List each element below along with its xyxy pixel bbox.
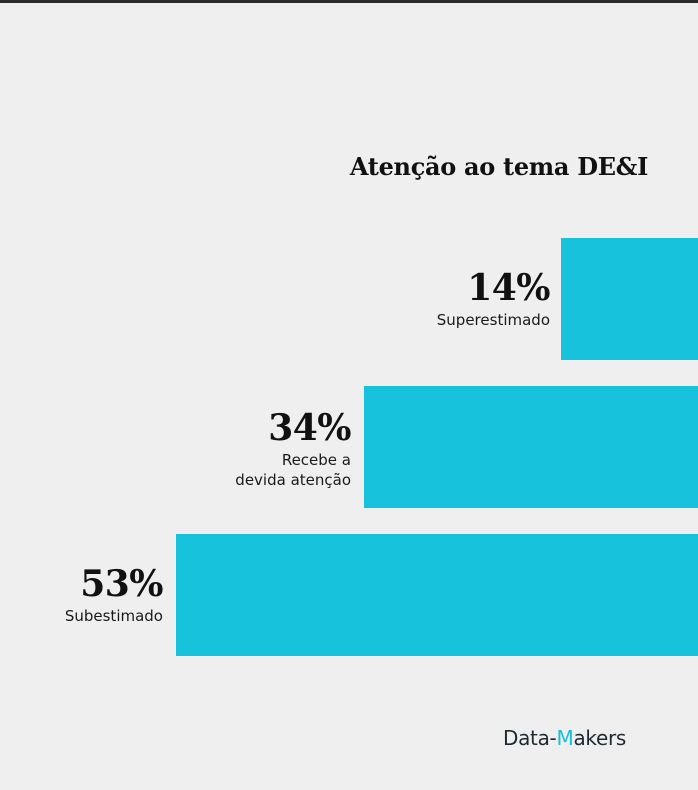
percent-value: 34% xyxy=(268,407,351,449)
bar-superestimado xyxy=(561,238,698,360)
category-label: Subestimado xyxy=(64,607,163,625)
bar-label-superestimado: 14% Superestimado xyxy=(436,267,551,330)
logo-text-part2: akers xyxy=(573,726,627,750)
category-label: Superestimado xyxy=(436,311,550,329)
bar-label-devida-atencao: 34% Recebe a devida atenção xyxy=(235,408,351,490)
logo-accent-letter: M xyxy=(556,726,574,750)
logo-text-part1: Data- xyxy=(503,726,557,750)
chart-title: Atenção ao tema DE&I xyxy=(349,152,648,181)
bar-label-subestimado: 53% Subestimado xyxy=(64,563,164,626)
percent-value: 53% xyxy=(80,563,163,605)
category-label: Recebe a devida atenção xyxy=(235,451,351,489)
data-makers-logo: Data-Makers xyxy=(503,726,626,750)
percent-value: 14% xyxy=(467,267,550,309)
top-border xyxy=(0,0,698,3)
bar-devida-atencao xyxy=(364,386,698,508)
bar-subestimado xyxy=(176,534,698,656)
